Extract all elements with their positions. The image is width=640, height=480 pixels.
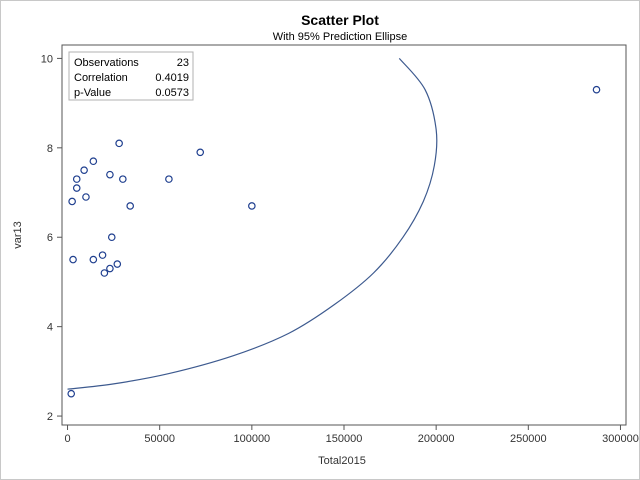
data-point	[106, 264, 114, 273]
y-tick-label: 10	[41, 53, 53, 65]
chart-title: Scatter Plot	[301, 12, 379, 28]
data-point	[106, 170, 114, 179]
data-point	[119, 175, 127, 183]
data-point	[115, 139, 123, 148]
x-tick-label: 250000	[510, 433, 547, 445]
data-point	[82, 193, 90, 201]
y-tick-label: 2	[47, 411, 53, 423]
data-point	[126, 202, 134, 210]
y-tick-label: 6	[47, 232, 53, 244]
x-tick-label: 200000	[418, 433, 455, 445]
data-point	[69, 255, 77, 264]
data-point	[113, 260, 122, 268]
data-point	[196, 148, 205, 157]
data-point	[72, 184, 81, 192]
x-tick-label: 300000	[602, 433, 639, 445]
stat-label: Correlation	[74, 72, 128, 84]
prediction-ellipse	[67, 58, 438, 390]
data-point	[68, 197, 76, 206]
statistics-inset: Observations 23 Correlation 0.4019 p-Value 0.…	[68, 51, 194, 101]
data-point	[67, 389, 76, 398]
y-tick-label: 8	[47, 143, 53, 155]
x-axis: 0 50000 100000 150000 200000 250000 300000	[64, 425, 639, 445]
y-axis: 2 4 6 8 10	[41, 53, 62, 423]
plot-area	[61, 44, 627, 426]
data-point	[89, 255, 98, 264]
x-tick-label: 50000	[144, 433, 175, 445]
x-axis-label: Total2015	[318, 455, 366, 467]
stat-value: 23	[177, 57, 189, 69]
data-point	[80, 166, 88, 174]
stat-value: 0.0573	[155, 87, 189, 99]
data-point	[100, 269, 109, 277]
data-point	[592, 85, 601, 94]
data-points	[67, 59, 601, 398]
data-point	[98, 251, 107, 259]
statistics-inset-border	[68, 51, 194, 101]
stat-label: p-Value	[74, 87, 111, 99]
x-tick-label: 150000	[326, 433, 363, 445]
data-point	[165, 175, 173, 183]
x-tick-label: 0	[64, 433, 70, 445]
y-axis-label: var13	[12, 221, 24, 249]
x-tick-label: 100000	[233, 433, 270, 445]
chart-subtitle: With 95% Prediction Ellipse	[273, 31, 408, 43]
data-point	[89, 157, 98, 166]
y-tick-label: 4	[47, 322, 53, 334]
data-point	[248, 202, 256, 210]
stat-value: 0.4019	[155, 72, 189, 84]
data-point	[107, 233, 116, 242]
data-point	[72, 175, 81, 183]
stat-label: Observations	[74, 57, 139, 69]
